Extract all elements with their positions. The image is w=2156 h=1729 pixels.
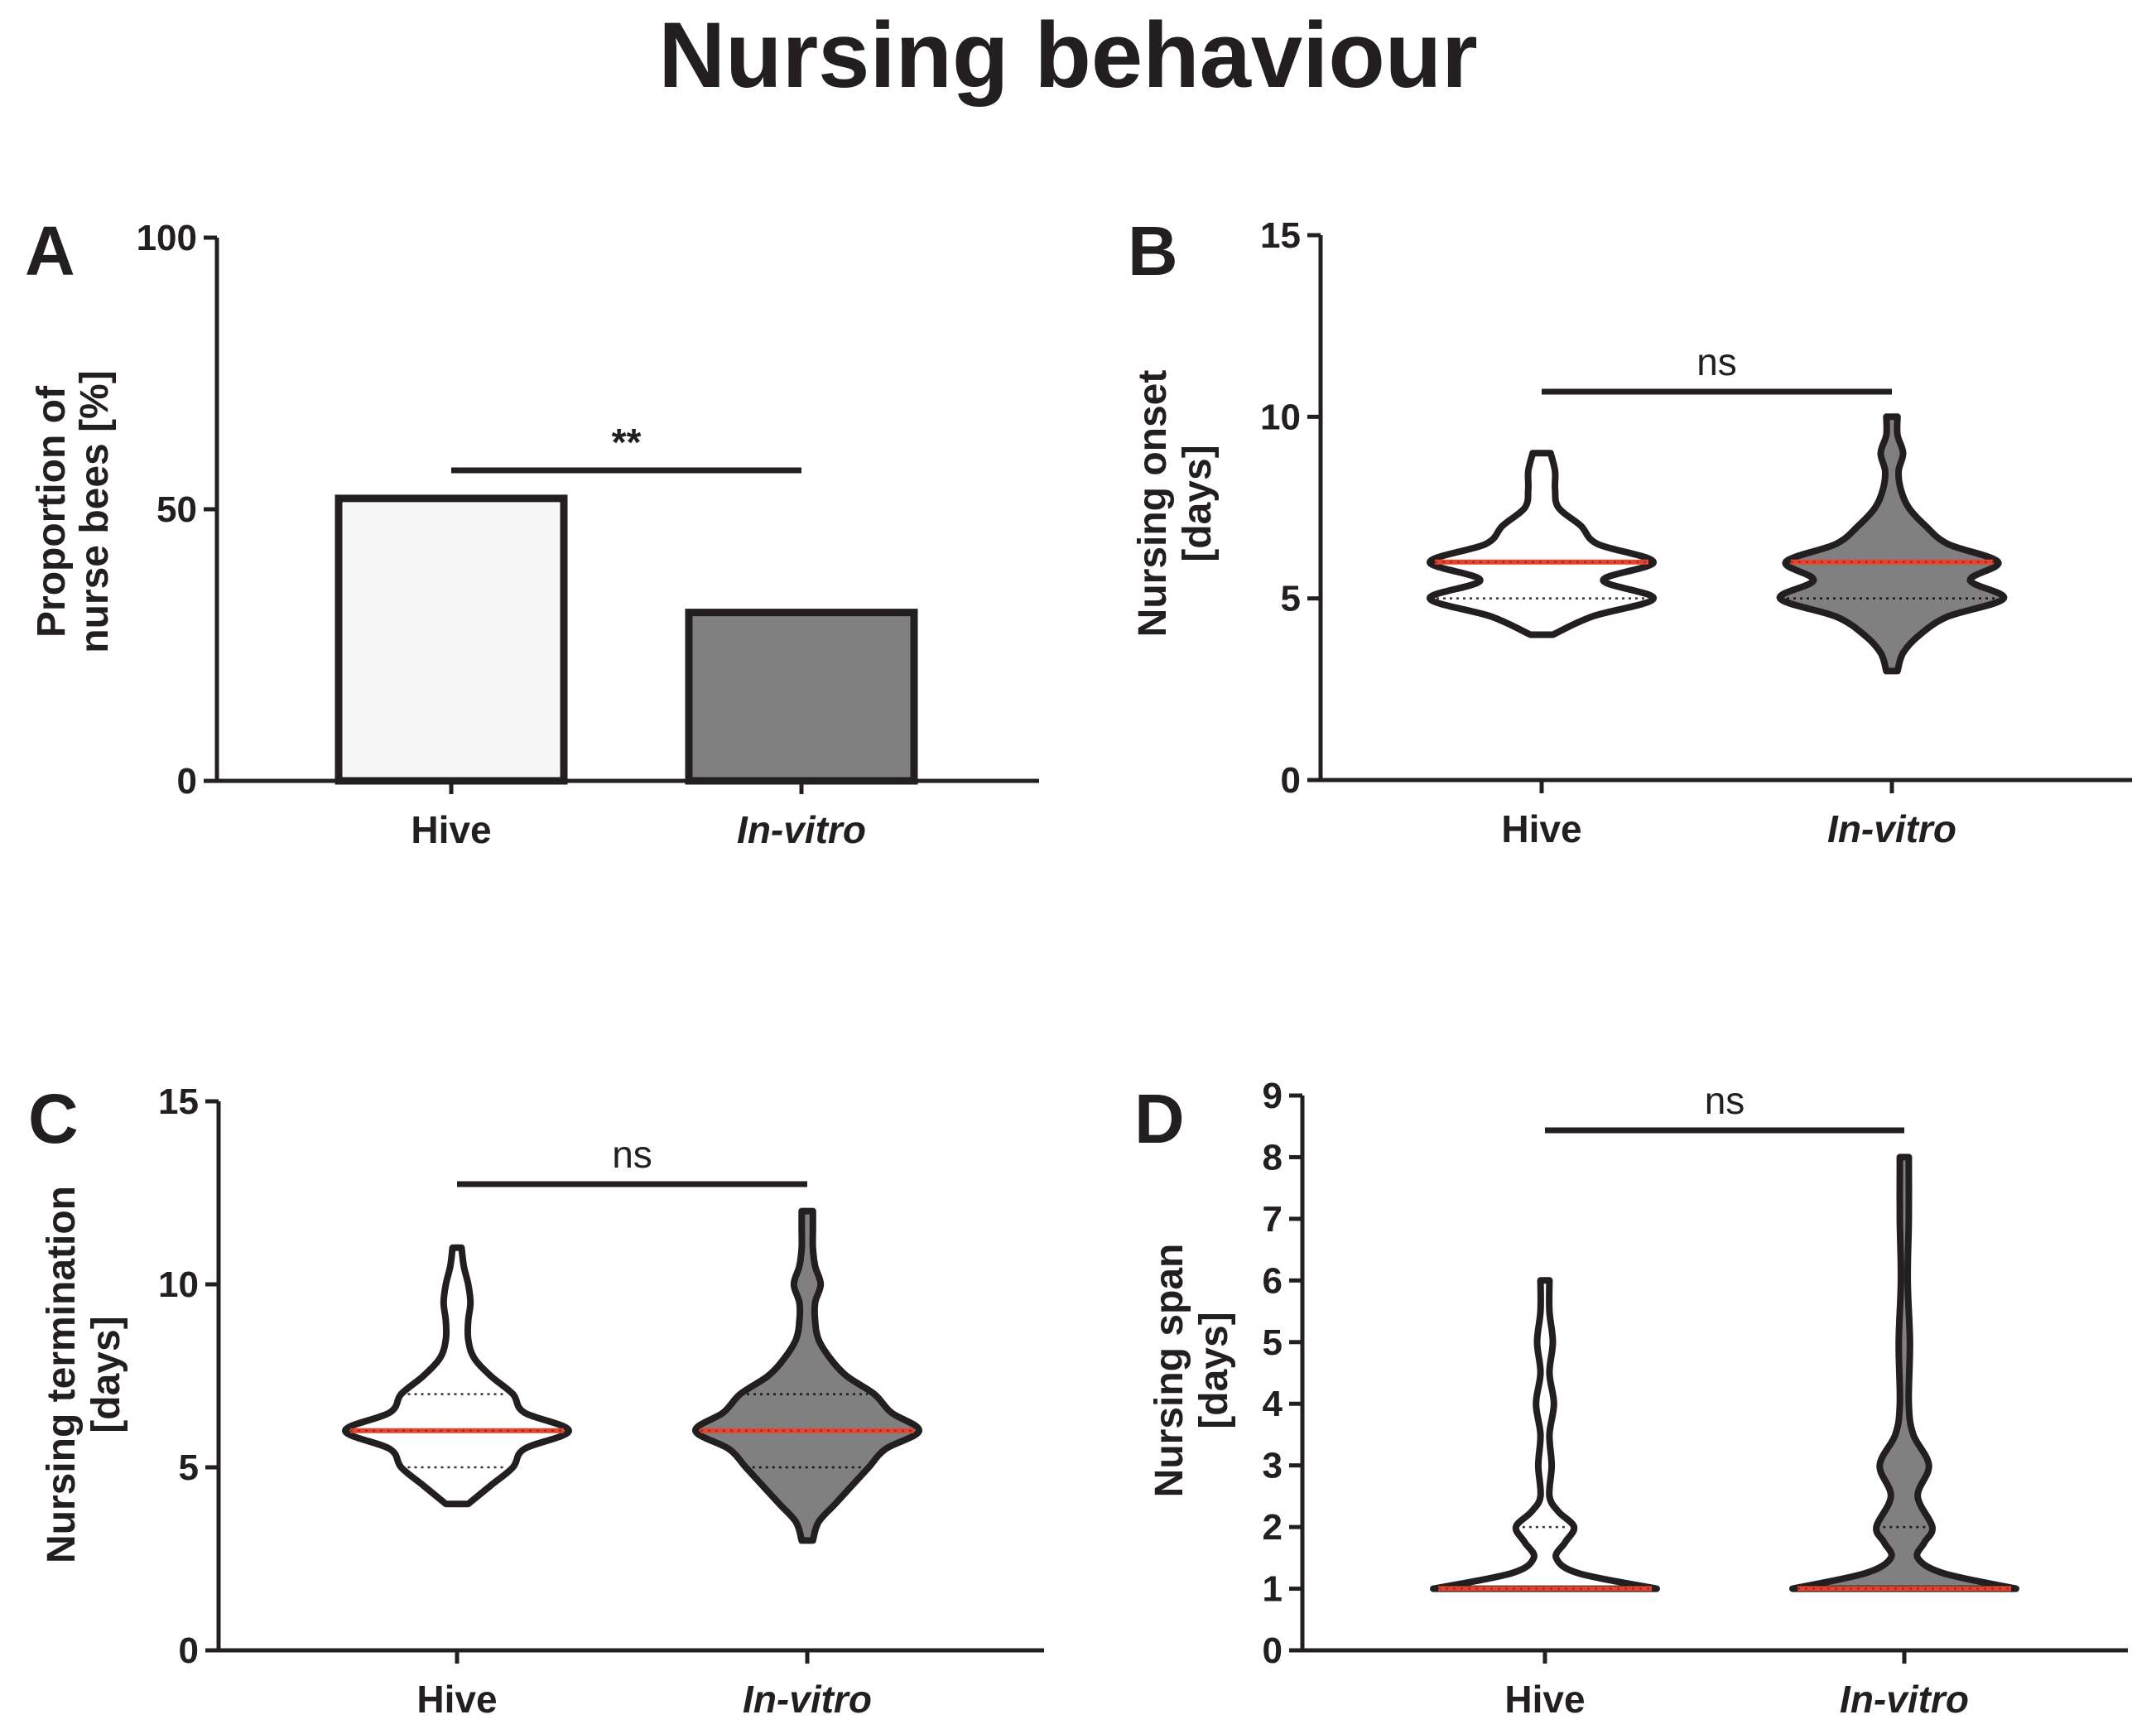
- bar-hive: [334, 494, 568, 785]
- panel-label-d: D: [1134, 1080, 1185, 1158]
- y-tick-label-c: 10: [158, 1264, 199, 1305]
- y-tick-label-d: 1: [1263, 1569, 1283, 1610]
- violin-b-1: [1776, 413, 2008, 675]
- y-tick-label-d: 8: [1263, 1137, 1283, 1178]
- panel-d-ylabel-line1: Nursing span: [1148, 1244, 1191, 1498]
- bar-in-vitro: [685, 609, 918, 785]
- y-tick-label-d: 2: [1263, 1507, 1283, 1548]
- violin-c-1: [692, 1207, 922, 1544]
- x-tick-label-a: In-vitro: [737, 808, 866, 851]
- y-tick-label-d: 6: [1263, 1260, 1283, 1301]
- panel-c-ylabel-line1: Nursing termination: [40, 1186, 84, 1563]
- y-tick-label-d: 0: [1263, 1630, 1283, 1671]
- x-tick-label-c: In-vitro: [743, 1678, 872, 1721]
- y-tick-label-d: 9: [1263, 1076, 1283, 1116]
- y-tick-label-d: 7: [1263, 1199, 1283, 1240]
- significance-label-d: ns: [1705, 1079, 1745, 1122]
- violin-d-1: [1789, 1153, 2019, 1592]
- x-tick-label-b: Hive: [1501, 807, 1581, 850]
- y-tick-label-d: 3: [1263, 1446, 1283, 1486]
- y-tick-label-d: 4: [1263, 1384, 1283, 1424]
- x-tick-label-a: Hive: [411, 808, 491, 851]
- x-tick-label-d: In-vitro: [1840, 1678, 1969, 1721]
- panel-a-ylabel-line1: Proportion of: [30, 385, 74, 638]
- y-tick-label-b: 10: [1260, 397, 1301, 437]
- y-tick-label-c: 0: [179, 1630, 199, 1671]
- y-tick-label-c: 5: [179, 1447, 199, 1488]
- y-tick-label-b: 0: [1281, 760, 1301, 801]
- panel-d-ylabel-line2: [days]: [1192, 1312, 1236, 1428]
- violin-d-0: [1430, 1277, 1660, 1592]
- violin-b-0: [1426, 450, 1658, 638]
- panel-d-plot: 0 1 2 3 4 5 6 7 8 9 Hive In-vitro ns: [1263, 1076, 2128, 1721]
- y-tick-label-b: 5: [1281, 579, 1301, 619]
- panel-b-ylabel-line2: [days]: [1176, 445, 1220, 561]
- x-tick-label-c: Hive: [416, 1678, 497, 1721]
- panel-label-a: A: [25, 212, 75, 290]
- y-tick-label-a: 0: [177, 761, 197, 802]
- panel-b-ylabel-line1: Nursing onset: [1131, 370, 1175, 638]
- significance-label-b: ns: [1696, 340, 1737, 383]
- y-tick-label-d: 5: [1263, 1322, 1283, 1363]
- panel-b-plot: 0 5 10 15 Hive In-vitro ns: [1260, 215, 2132, 850]
- figure-title: Nursing behaviour: [658, 3, 1477, 107]
- panel-a-ylabel-line2: nurse bees [%]: [73, 370, 117, 653]
- panel-c-ylabel-line2: [days]: [84, 1316, 128, 1433]
- panel-c-plot: 0 5 10 15 Hive In-vitro ns: [158, 1081, 1044, 1721]
- panel-b: B Nursing onset [days] 0 5 10 15 Hive In-vitr…: [1128, 212, 2132, 850]
- panel-label-b: B: [1128, 212, 1178, 290]
- y-tick-label-b: 15: [1260, 215, 1301, 256]
- panel-a-plot: 0 50 100 Hive In-vitro **: [137, 218, 1039, 851]
- panel-d: D Nursing span [days] 0 1 2 3 4 5 6 7 8 9 Hive In-v…: [1134, 1076, 2128, 1721]
- significance-label-c: ns: [612, 1133, 652, 1176]
- x-tick-label-b: In-vitro: [1827, 807, 1956, 850]
- significance-label-a: **: [612, 421, 642, 464]
- panel-label-c: C: [28, 1080, 79, 1158]
- y-tick-label-a: 100: [137, 218, 197, 258]
- y-tick-label-a: 50: [156, 489, 197, 530]
- panel-c: C Nursing termination [days] 0 5 10 15 Hive I…: [28, 1080, 1044, 1721]
- violin-c-0: [342, 1244, 572, 1508]
- y-tick-label-c: 15: [158, 1081, 199, 1122]
- panel-a: A Proportion of nurse bees [%] 0 50 100 Hiv…: [25, 212, 1039, 851]
- x-tick-label-d: Hive: [1504, 1678, 1585, 1721]
